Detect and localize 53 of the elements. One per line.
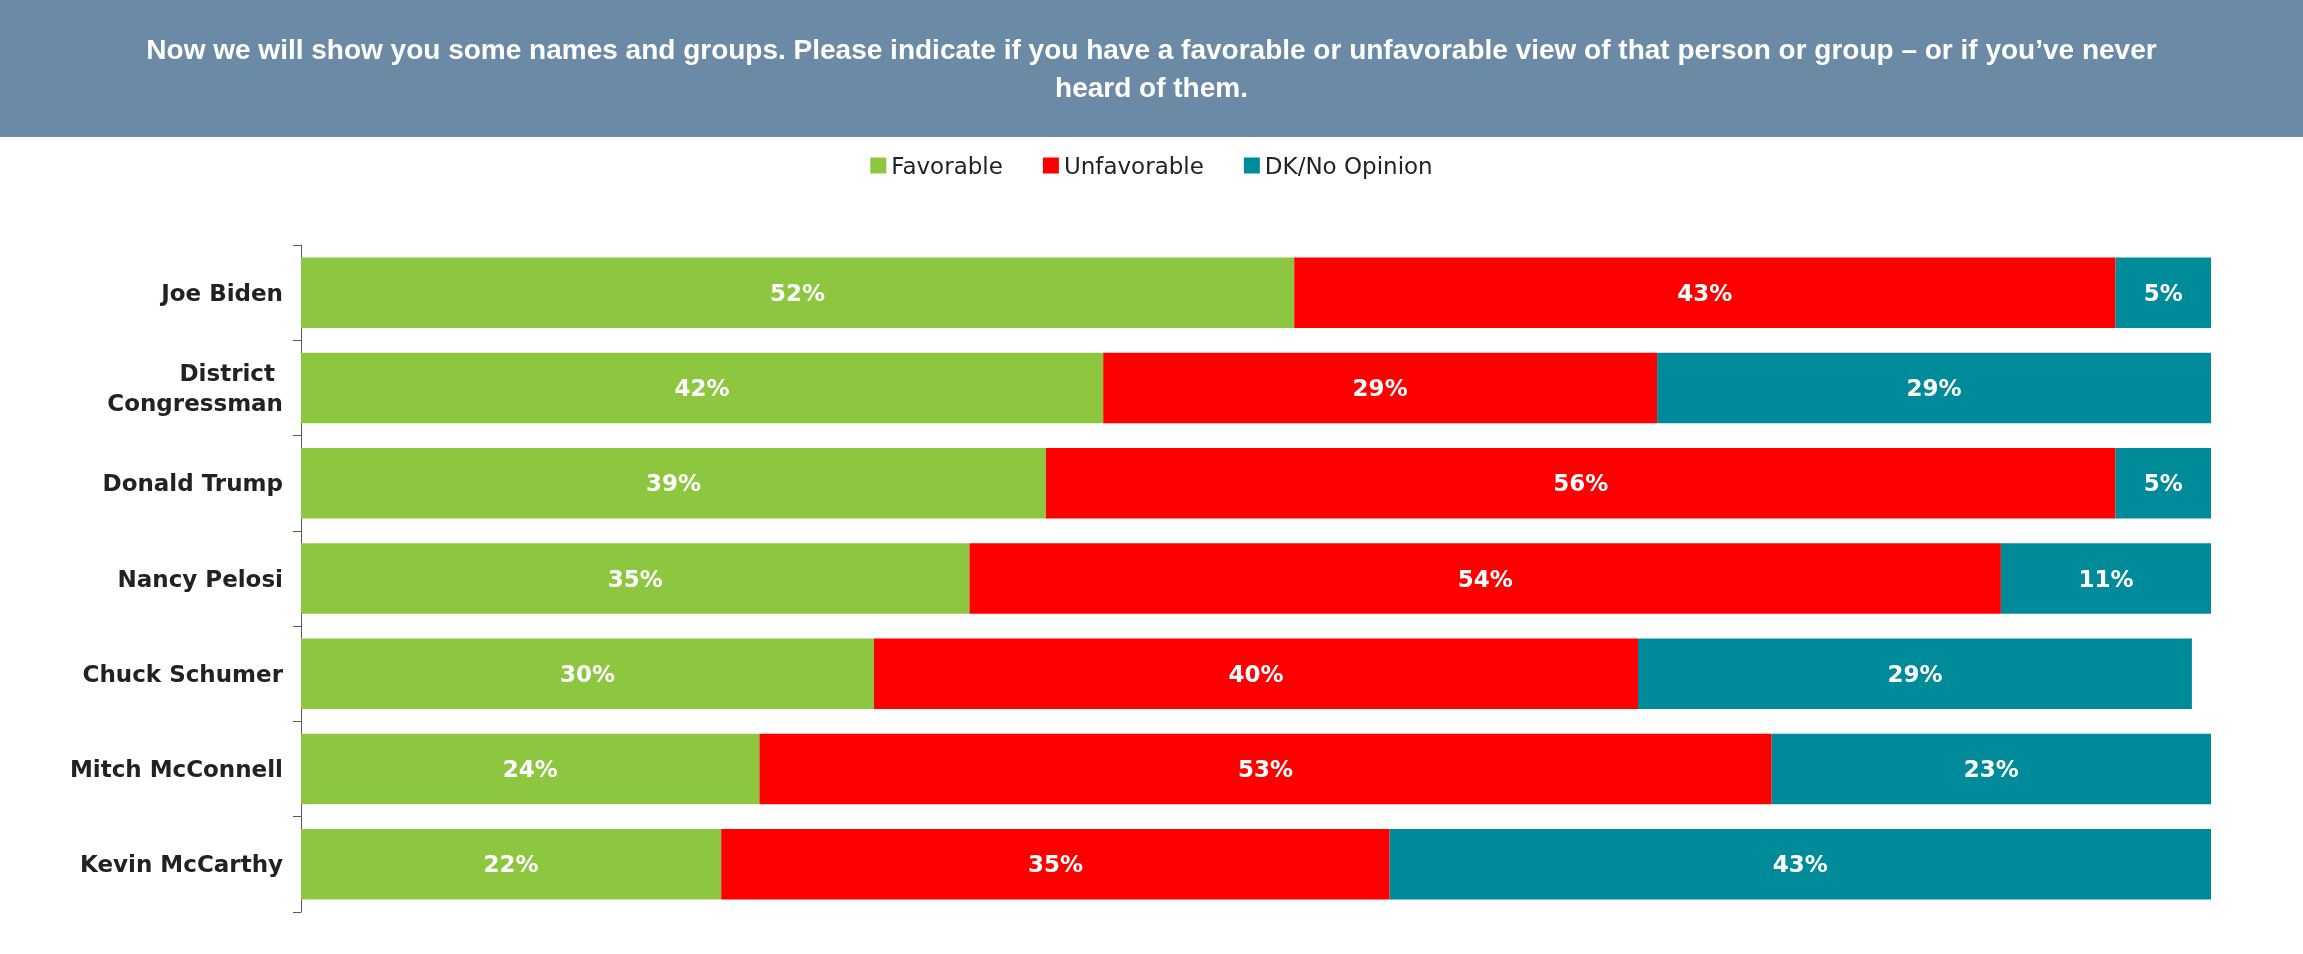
data-label: 29%: [1887, 660, 1943, 687]
bar: [1638, 638, 2192, 710]
data-label: 54%: [1457, 565, 1513, 592]
bar: [1657, 352, 2211, 424]
data-label: 29%: [1906, 374, 1962, 401]
bar: [1389, 829, 2211, 900]
y-tick-label: Mitch McConnell: [69, 756, 283, 783]
bar: [1045, 447, 2116, 519]
bar: [301, 733, 760, 805]
bar: [301, 638, 874, 710]
y-tick-label: Chuck Schumer: [82, 660, 284, 687]
bar: [301, 257, 1295, 328]
legend-label: Favorable: [891, 152, 1003, 179]
data-label: 29%: [1352, 374, 1408, 401]
data-label: 5%: [2143, 470, 2183, 497]
bar: [301, 543, 970, 614]
bar: [874, 638, 1638, 710]
bar: [759, 733, 1772, 805]
y-tick-label: District Congressman: [107, 359, 283, 416]
bar: [301, 829, 722, 900]
data-label: 53%: [1238, 756, 1294, 783]
legend-label: Unfavorable: [1063, 152, 1204, 179]
data-label: 24%: [502, 756, 558, 783]
bar: [2115, 257, 2211, 328]
data-label: 42%: [674, 374, 730, 401]
data-label: 11%: [2078, 565, 2134, 592]
bar: [721, 829, 1390, 900]
legend-label: DK/No Opinion: [1264, 152, 1433, 179]
data-label: 43%: [1772, 851, 1828, 878]
bar: [301, 447, 1046, 519]
data-label: 39%: [645, 470, 701, 497]
data-label: 40%: [1228, 660, 1284, 687]
data-label: 23%: [1963, 756, 2019, 783]
data-label: 5%: [2143, 279, 2183, 306]
y-tick-label: Donald Trump: [102, 470, 283, 497]
bar: [969, 543, 2001, 614]
bar: [1771, 733, 2211, 805]
bar: [2000, 543, 2211, 614]
bar: [301, 352, 1104, 424]
y-tick-label: Kevin McCarthy: [80, 851, 283, 878]
data-label: 35%: [607, 565, 663, 592]
data-label: 56%: [1553, 470, 1609, 497]
bar: [1103, 352, 1658, 424]
data-label: 52%: [770, 279, 826, 306]
y-tick-label: Joe Biden: [159, 279, 283, 306]
chart-title: Now we will show you some names and groups. Please indicate if you have a favorable or unfavorable view of that person or group – or if you’ve never heard of them.: [0, 0, 2303, 137]
bar: [1294, 257, 2116, 328]
data-label: 22%: [483, 851, 539, 878]
data-label: 30%: [559, 660, 616, 687]
data-label: 43%: [1677, 279, 1733, 306]
y-tick-label: Nancy Pelosi: [117, 565, 283, 592]
bar: [2115, 447, 2211, 519]
data-label: 35%: [1027, 851, 1083, 878]
